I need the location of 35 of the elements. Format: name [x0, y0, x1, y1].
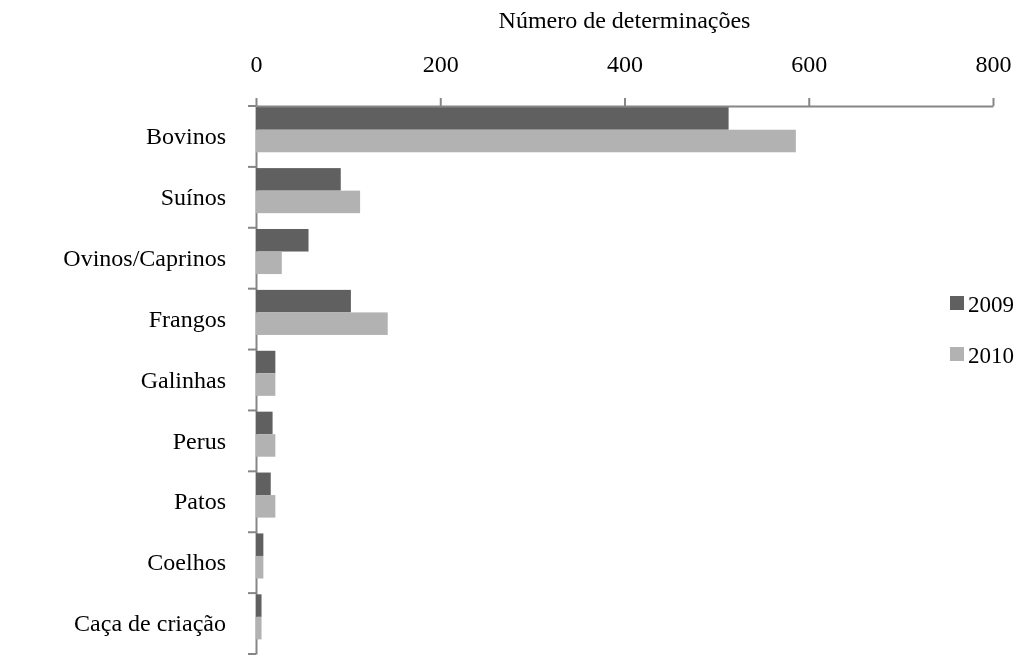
x-tick-label: 800: [975, 51, 1012, 77]
y-tick-label: Perus: [172, 427, 226, 454]
y-tick-label: Ovinos/Caprinos: [63, 244, 226, 271]
y-tick-label: Coelhos: [147, 549, 226, 576]
y-tick-label: Galinhas: [140, 366, 226, 393]
bar: [256, 107, 729, 130]
y-tick-label: Frangos: [148, 305, 226, 332]
bar: [256, 594, 262, 617]
x-tick-label: 0: [250, 51, 263, 77]
bar: [256, 350, 276, 374]
x-tick-label: 600: [791, 51, 828, 77]
bar: [256, 251, 282, 275]
bar: [256, 168, 341, 191]
x-axis-title: Número de determinações: [498, 7, 751, 33]
bar: [256, 411, 273, 435]
bar: [256, 373, 276, 396]
legend-label: 2009: [968, 292, 1014, 317]
bar: [256, 616, 262, 640]
bar: [256, 472, 271, 496]
bar: [256, 229, 309, 252]
y-tick-label: Bovinos: [145, 123, 226, 150]
x-tick-label: 200: [422, 51, 459, 77]
bar: [256, 434, 276, 457]
bar: [256, 312, 388, 335]
y-tick-label: Patos: [173, 488, 226, 515]
y-tick-label: Caça de criação: [74, 610, 226, 637]
x-tick-label: 400: [607, 51, 643, 77]
bar: [256, 289, 351, 313]
bar: [256, 533, 264, 556]
legend-label: 2010: [968, 343, 1014, 368]
bar: [256, 129, 796, 153]
bar: [256, 555, 264, 579]
y-tick-label: Suínos: [160, 184, 226, 211]
bar: [256, 190, 361, 214]
bar: [256, 495, 276, 518]
